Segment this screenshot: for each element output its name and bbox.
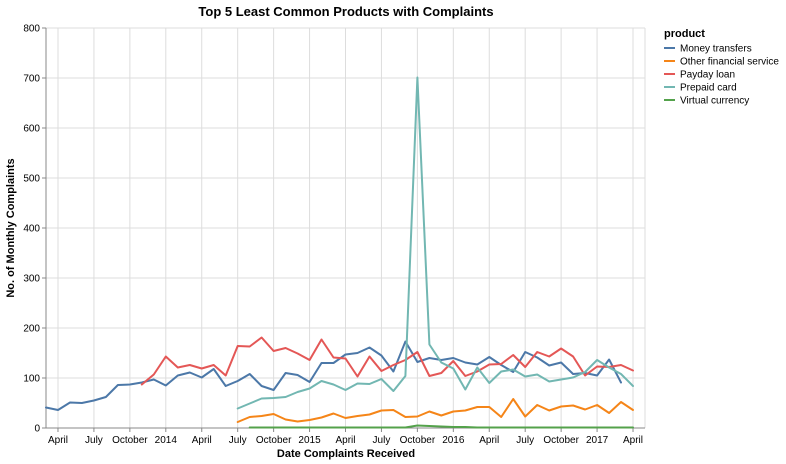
series-line-payday-loan	[140, 336, 634, 386]
series-lines	[45, 76, 634, 429]
series-line-other-financial-service	[236, 398, 634, 423]
legend-item-other-financial-service: Other financial service	[664, 57, 779, 68]
x-tick-label: 2017	[586, 435, 609, 446]
x-tick-label: 2015	[298, 435, 321, 446]
legend-label: Money transfers	[680, 44, 752, 55]
grid-lines	[46, 27, 646, 429]
series-line-virtual-currency	[248, 424, 634, 429]
x-tick-label: July	[373, 435, 391, 446]
y-tick-label: 500	[23, 174, 40, 185]
x-tick-label: April	[335, 435, 355, 446]
legend-label: Payday loan	[680, 70, 735, 81]
y-tick-label: 600	[23, 124, 40, 135]
series-line-money-transfers	[45, 340, 622, 411]
x-tick-label: July	[516, 435, 534, 446]
series-line-prepaid-card	[236, 76, 634, 410]
legend-item-payday-loan: Payday loan	[664, 70, 735, 81]
y-tick-label: 200	[23, 324, 40, 335]
y-tick-label: 700	[23, 74, 40, 85]
x-tick-label: April	[48, 435, 68, 446]
y-axis-title: No. of Monthly Complaints	[5, 158, 17, 297]
x-tick-label: 2014	[155, 435, 178, 446]
y-tick-label: 0	[34, 424, 40, 435]
x-tick-label: April	[623, 435, 643, 446]
axes: 0 100 200 300 400 500 600 700 800 April July Octobe…	[23, 24, 645, 446]
legend-item-virtual-currency: Virtual currency	[664, 96, 749, 107]
x-tick-label: April	[479, 435, 499, 446]
x-axis-title: Date Complaints Received	[277, 448, 415, 460]
x-tick-label: October	[543, 435, 579, 446]
legend-item-prepaid-card: Prepaid card	[664, 83, 737, 94]
y-tick-label: 800	[23, 24, 40, 35]
x-tick-label: October	[112, 435, 148, 446]
x-tick-label: 2016	[442, 435, 465, 446]
legend: product Money transfers Other financial s…	[664, 28, 779, 107]
x-tick-label: July	[85, 435, 103, 446]
x-tick-label: October	[256, 435, 292, 446]
legend-label: Other financial service	[680, 57, 779, 68]
x-tick-label: October	[400, 435, 436, 446]
legend-title: product	[664, 28, 705, 40]
legend-label: Prepaid card	[680, 83, 737, 94]
x-tick-label: July	[229, 435, 247, 446]
y-tick-label: 100	[23, 374, 40, 385]
legend-item-money-transfers: Money transfers	[664, 44, 752, 55]
y-tick-label: 400	[23, 224, 40, 235]
chart-title: Top 5 Least Common Products with Complai…	[198, 4, 493, 19]
x-tick-label: April	[192, 435, 212, 446]
y-tick-label: 300	[23, 274, 40, 285]
legend-label: Virtual currency	[680, 96, 749, 107]
